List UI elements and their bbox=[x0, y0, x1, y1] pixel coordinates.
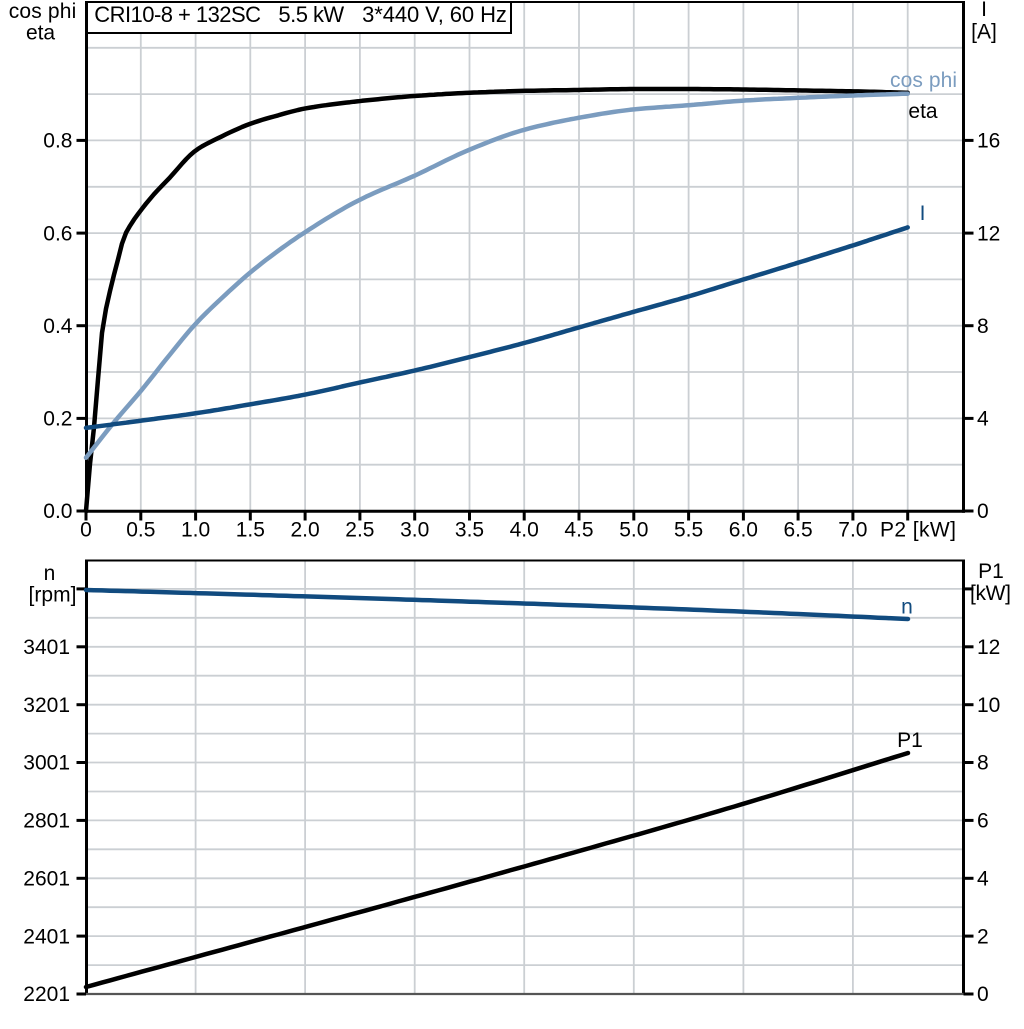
svg-text:12: 12 bbox=[977, 222, 1000, 245]
svg-text:3*440 V, 60 Hz: 3*440 V, 60 Hz bbox=[362, 2, 507, 27]
svg-text:2601: 2601 bbox=[23, 868, 70, 891]
svg-text:3.5: 3.5 bbox=[455, 519, 484, 542]
svg-text:12: 12 bbox=[977, 636, 1000, 659]
svg-text:0.0: 0.0 bbox=[43, 500, 72, 523]
svg-text:cos phi: cos phi bbox=[890, 69, 957, 92]
svg-text:1.5: 1.5 bbox=[236, 519, 265, 542]
svg-text:7.0: 7.0 bbox=[838, 519, 867, 542]
svg-text:4.0: 4.0 bbox=[510, 519, 539, 542]
svg-text:8: 8 bbox=[977, 315, 989, 338]
svg-text:0.5: 0.5 bbox=[126, 519, 155, 542]
svg-text:0.8: 0.8 bbox=[43, 130, 72, 153]
svg-text:5.5: 5.5 bbox=[674, 519, 703, 542]
svg-text:6.0: 6.0 bbox=[729, 519, 758, 542]
svg-text:P1: P1 bbox=[978, 560, 1004, 583]
svg-text:0.6: 0.6 bbox=[43, 222, 72, 245]
svg-text:10: 10 bbox=[977, 694, 1000, 717]
svg-text:3201: 3201 bbox=[23, 694, 70, 717]
svg-text:[A]: [A] bbox=[971, 21, 997, 44]
svg-text:2401: 2401 bbox=[23, 925, 70, 948]
svg-text:0: 0 bbox=[977, 500, 989, 523]
svg-text:eta: eta bbox=[908, 100, 938, 123]
svg-text:cos phi: cos phi bbox=[9, 0, 77, 23]
svg-text:3.0: 3.0 bbox=[400, 519, 429, 542]
svg-text:[kW]: [kW] bbox=[970, 582, 1011, 605]
svg-text:2.5: 2.5 bbox=[345, 519, 374, 542]
svg-text:3401: 3401 bbox=[23, 636, 70, 659]
svg-text:2201: 2201 bbox=[23, 983, 70, 1006]
svg-text:6: 6 bbox=[977, 810, 989, 833]
svg-text:5.5 kW: 5.5 kW bbox=[278, 2, 344, 27]
svg-text:eta: eta bbox=[26, 22, 55, 45]
svg-text:1.0: 1.0 bbox=[181, 519, 210, 542]
svg-text:6.5: 6.5 bbox=[783, 519, 812, 542]
svg-text:n: n bbox=[44, 562, 56, 585]
svg-text:2801: 2801 bbox=[23, 810, 70, 833]
svg-text:16: 16 bbox=[977, 130, 1000, 153]
svg-text:4: 4 bbox=[977, 868, 989, 891]
svg-text:CRI10-8 + 132SC: CRI10-8 + 132SC bbox=[94, 2, 261, 27]
svg-text:5.0: 5.0 bbox=[619, 519, 648, 542]
svg-text:4.5: 4.5 bbox=[564, 519, 593, 542]
svg-text:[rpm]: [rpm] bbox=[29, 584, 77, 607]
svg-text:I: I bbox=[920, 202, 926, 225]
svg-text:8: 8 bbox=[977, 752, 989, 775]
svg-text:2: 2 bbox=[977, 925, 989, 948]
svg-text:2.0: 2.0 bbox=[290, 519, 319, 542]
svg-text:4: 4 bbox=[977, 408, 989, 431]
svg-text:P1: P1 bbox=[897, 729, 923, 752]
svg-text:0: 0 bbox=[80, 519, 92, 542]
svg-text:0: 0 bbox=[977, 983, 989, 1006]
svg-text:n: n bbox=[901, 596, 913, 619]
svg-text:I: I bbox=[981, 0, 987, 21]
svg-text:3001: 3001 bbox=[23, 752, 70, 775]
svg-text:0.4: 0.4 bbox=[43, 315, 73, 338]
svg-text:P2 [kW]: P2 [kW] bbox=[880, 519, 956, 542]
svg-text:0.2: 0.2 bbox=[43, 408, 72, 431]
